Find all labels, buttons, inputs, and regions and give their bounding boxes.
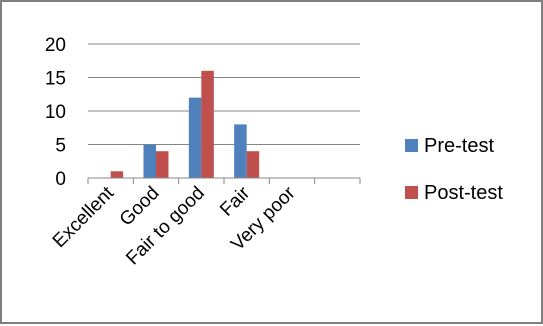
bar-post-test [156,151,169,178]
axes [87,177,361,184]
y-tick-label: 15 [45,69,66,90]
category-label: Excellent [49,182,119,252]
gridlines [88,43,360,145]
bar-post-test [110,171,124,178]
y-tick-label: 20 [45,35,66,56]
bar-pre-test [234,124,247,178]
bar-post-test [246,151,260,178]
legend: Pre-test Post-test [405,135,503,204]
category-label: Fair [216,182,254,220]
y-tick-label: 0 [55,169,66,190]
bar-post-test [201,70,214,178]
y-tick-labels: 0 5 10 15 20 [45,35,66,190]
bar-pre-test [188,97,202,178]
bars [110,70,260,178]
legend-swatch [405,139,418,152]
bar-pre-test [143,144,156,178]
legend-label: Post-test [424,182,503,204]
y-tick-label: 5 [55,136,66,157]
legend-swatch [405,186,418,199]
legend-label: Pre-test [424,135,494,157]
y-tick-label: 10 [45,102,66,123]
